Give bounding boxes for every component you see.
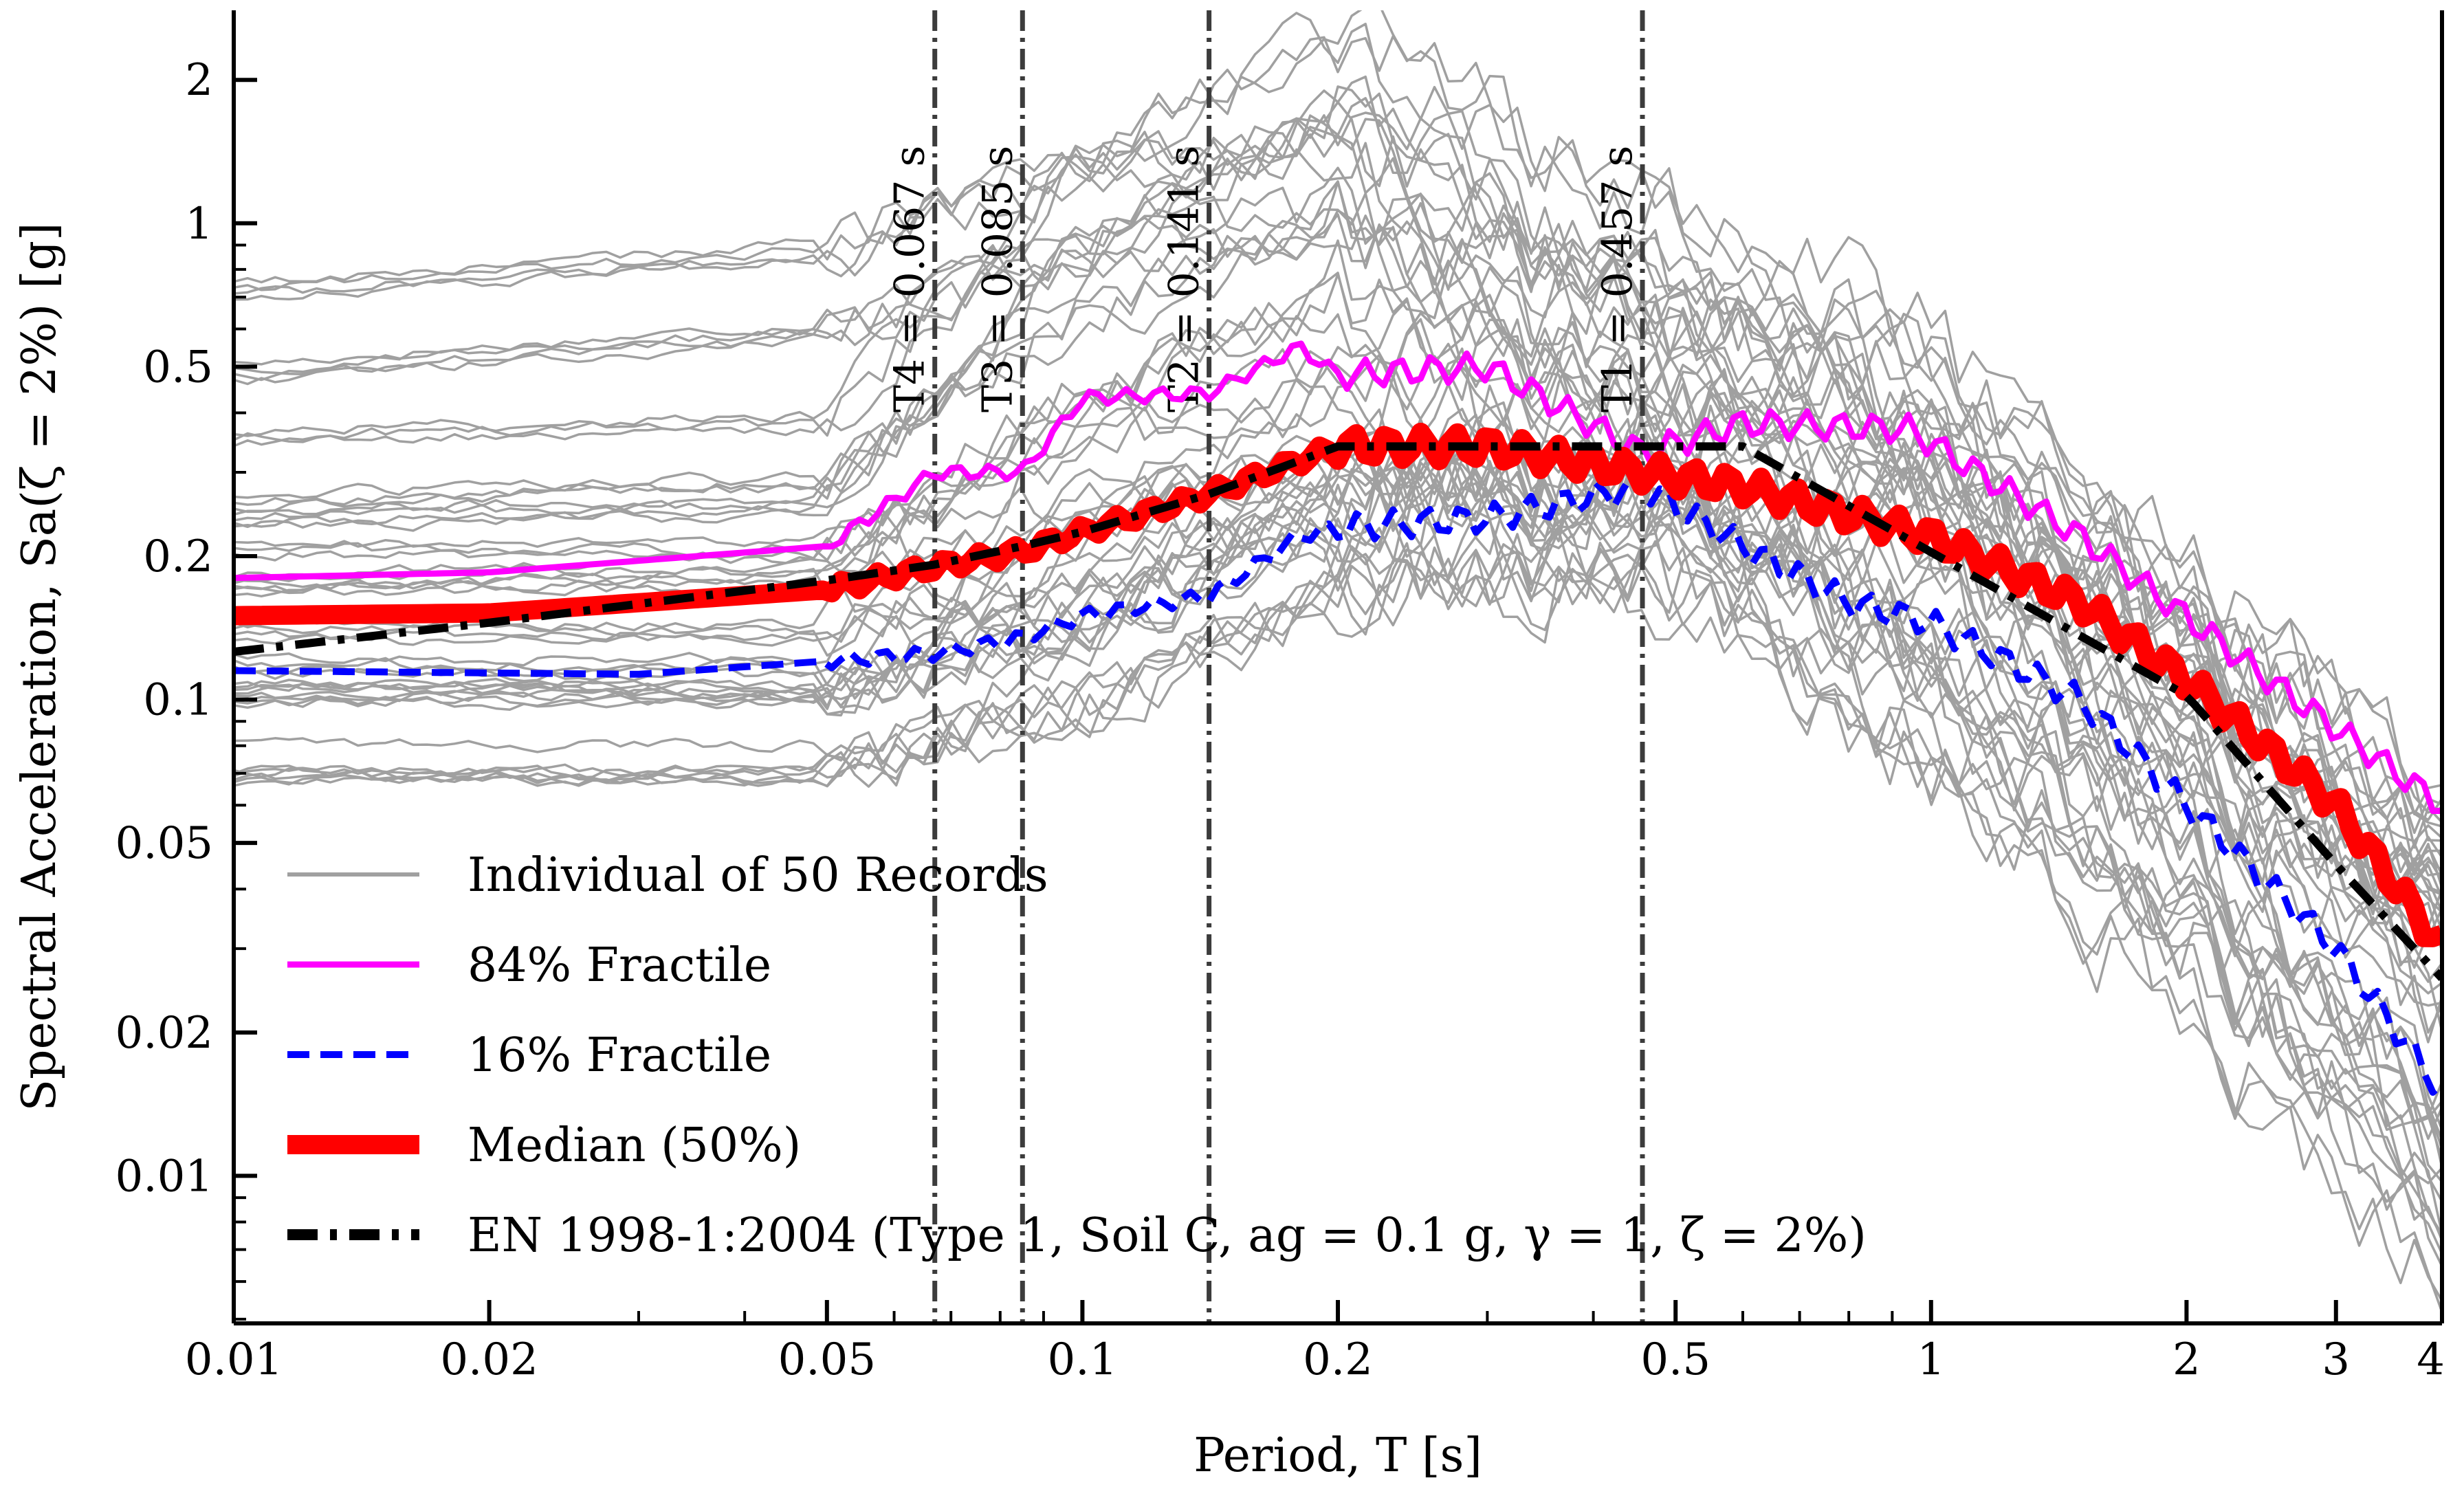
y-tick-label: 0.05: [116, 818, 214, 869]
series-line-0: [234, 340, 2442, 814]
series-line-1: [234, 471, 2442, 1096]
y-tick-label: 1: [185, 199, 213, 250]
x-tick-label: 0.01: [185, 1334, 283, 1385]
record-line: [234, 214, 2442, 951]
y-tick-label: 0.01: [116, 1151, 214, 1202]
record-line: [234, 34, 2442, 828]
x-tick-label: 2: [2172, 1334, 2201, 1385]
record-line: [234, 415, 2442, 1183]
series-line-2: [234, 422, 2442, 947]
legend-label-2: 16% Fractile: [468, 1028, 771, 1083]
record-line: [234, 461, 2442, 1125]
record-line: [234, 445, 2442, 1255]
record-line: [234, 428, 2442, 995]
legend: Individual of 50 Records 84% Fractile 16% …: [287, 848, 1867, 1263]
y-axis-label: Spectral Acceleration, Sa(ζ = 2%) [g]: [12, 222, 67, 1111]
y-tick-label: 0.1: [143, 675, 213, 726]
record-line: [234, 510, 2442, 1241]
record-line: [234, 133, 2442, 888]
y-tick-label: 0.02: [116, 1008, 214, 1059]
y-tick-label: 0.5: [143, 342, 213, 393]
record-line: [234, 453, 2442, 1141]
x-tick-label: 0.1: [1048, 1334, 1118, 1385]
period-label-T3: T3 = 0.085 s: [974, 146, 1022, 412]
record-line: [234, 272, 2442, 916]
x-axis-label: Period, T [s]: [1194, 1429, 1482, 1483]
legend-label-0: Individual of 50 Records: [468, 848, 1048, 903]
record-line: [234, 503, 2442, 1267]
period-label-T4: T4 = 0.067 s: [886, 146, 934, 412]
x-tick-label: 0.2: [1303, 1334, 1373, 1385]
legend-label-4: EN 1998-1:2004 (Type 1, Soil C, ag = 0.1…: [468, 1209, 1867, 1263]
period-markers: T4 = 0.067 s T3 = 0.085 s T2 = 0.141 s T1 =…: [886, 10, 1645, 1323]
record-line: [234, 12, 2442, 814]
legend-label-3: Median (50%): [468, 1119, 801, 1173]
y-tick-label: 2: [185, 55, 213, 106]
x-tick-label: 4: [2417, 1334, 2445, 1385]
record-line: [234, 192, 2442, 932]
period-label-T1: T1 = 0.457 s: [1594, 146, 1642, 412]
record-line: [234, 118, 2442, 877]
legend-label-1: 84% Fractile: [468, 938, 771, 993]
x-tick-label: 0.5: [1640, 1334, 1710, 1385]
series-line-3: [234, 442, 2442, 982]
x-tick-label: 1: [1917, 1334, 1945, 1385]
record-line: [234, 85, 2442, 914]
x-tick-label: 3: [2322, 1334, 2350, 1385]
record-line: [234, 418, 2442, 1007]
record-line: [234, 213, 2442, 849]
series-lines: [234, 340, 2442, 1096]
record-line: [234, 166, 2442, 969]
x-tick-label: 0.05: [778, 1334, 877, 1385]
axes: 0.01 0.02 0.05 0.1 0.2 0.5 1 2 3 4 0.01 0.02 0.05 0.1…: [12, 10, 2445, 1483]
record-line: [234, 540, 2442, 1313]
record-line: [234, 347, 2442, 1034]
record-line: [234, 10, 2442, 822]
record-line: [234, 444, 2442, 1235]
individual-records: [234, 10, 2442, 1313]
y-tick-label: 0.2: [143, 531, 213, 582]
record-line: [234, 344, 2442, 1044]
x-tick-label: 0.02: [440, 1334, 538, 1385]
period-label-T2: T2 = 0.141 s: [1160, 146, 1209, 412]
